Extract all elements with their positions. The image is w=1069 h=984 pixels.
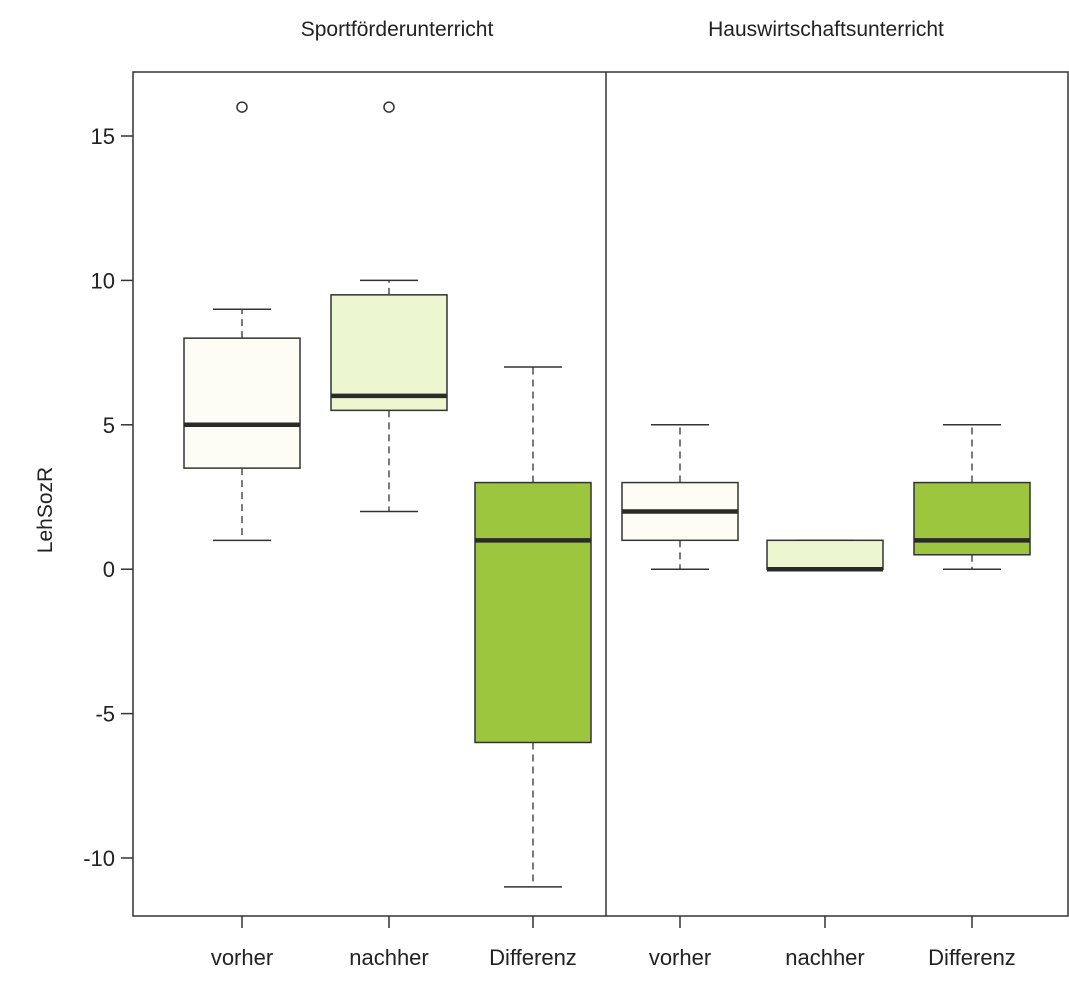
y-tick-label: 10 [91, 268, 115, 293]
y-tick-label: 15 [91, 124, 115, 149]
box-vorher [183, 101, 301, 542]
x-category-label: vorher [649, 945, 711, 970]
box-differenz [913, 424, 1031, 570]
box-body [474, 481, 592, 744]
panel-title: Sportförderunterricht [301, 18, 494, 41]
y-tick-label: 5 [103, 413, 115, 438]
panels-layer: Sportförderunterricht Hauswirtschaftsunte… [132, 18, 1069, 917]
x-category-label: Differenz [489, 945, 577, 970]
y-tick-label: -5 [95, 702, 115, 727]
box-nachher [766, 539, 884, 572]
box-differenz [474, 366, 592, 888]
y-tick-label: 0 [103, 557, 115, 582]
panel-2: Hauswirtschaftsunterricht [621, 18, 1031, 572]
x-category-label: vorher [211, 945, 273, 970]
y-axis: -10 -5 0 5 10 15 [83, 124, 133, 871]
x-category-label: nachher [349, 945, 429, 970]
box-body [330, 294, 448, 412]
y-tick-label: -10 [83, 846, 115, 871]
x-category-label: nachher [785, 945, 865, 970]
box-body [766, 539, 884, 570]
box-body [183, 337, 301, 469]
box-vorher [621, 424, 739, 570]
panel-title: Hauswirtschaftsunterricht [708, 18, 944, 41]
outlier-point [383, 101, 395, 113]
box-nachher [330, 101, 448, 513]
x-axis: vorher nachher Differenz vorher nachher Diffe… [211, 916, 1016, 970]
box-body [913, 481, 1031, 556]
outlier-point [236, 101, 248, 113]
panel-1: Sportförderunterricht [183, 18, 592, 888]
x-category-label: Differenz [928, 945, 1016, 970]
plot-frame [132, 71, 1069, 917]
y-axis-title: LehSozR [34, 467, 57, 553]
